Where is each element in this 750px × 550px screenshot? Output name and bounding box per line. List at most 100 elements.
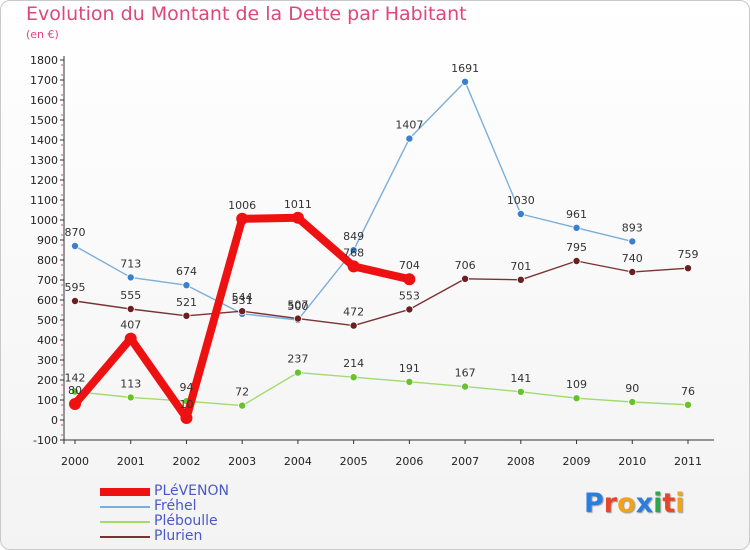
data-label: 706: [455, 259, 476, 272]
data-label: 109: [566, 378, 587, 391]
data-point: [628, 237, 637, 246]
data-label: 870: [65, 226, 86, 239]
logo-letter: i: [675, 488, 685, 519]
data-point: [628, 397, 637, 406]
data-point: [684, 264, 693, 273]
data-label: 759: [678, 248, 699, 261]
x-tick-label: 2003: [228, 455, 256, 468]
data-point: [69, 398, 81, 410]
y-tick-label: 500: [37, 314, 58, 327]
y-tick-label: 200: [37, 374, 58, 387]
data-label: 507: [287, 299, 308, 312]
legend-item: Pléboulle: [100, 513, 320, 529]
data-point: [572, 256, 581, 265]
y-tick-label: 700: [37, 274, 58, 287]
data-label: 795: [566, 241, 587, 254]
data-point: [124, 332, 137, 345]
data-label: 167: [455, 367, 476, 380]
y-tick-label: 100: [37, 394, 58, 407]
data-point: [403, 273, 416, 286]
data-point: [349, 321, 358, 330]
data-label: 113: [120, 377, 141, 390]
data-label: 72: [235, 386, 249, 399]
y-tick-label: 1800: [30, 54, 58, 67]
legend-swatch: [100, 536, 150, 538]
data-label: 595: [65, 281, 86, 294]
x-tick-label: 2000: [61, 455, 89, 468]
data-point: [572, 394, 581, 403]
x-tick-label: 2001: [117, 455, 145, 468]
data-point: [405, 377, 414, 386]
data-label: 893: [622, 221, 643, 234]
chart-legend: PLéVENON Fréhel Pléboulle Plurien: [100, 483, 320, 544]
data-point: [349, 373, 358, 382]
data-point: [180, 412, 193, 424]
data-label: 553: [399, 289, 420, 302]
data-label: 76: [681, 385, 695, 398]
logo-letter: t: [662, 488, 676, 519]
y-tick-label: 800: [37, 254, 58, 267]
legend-swatch: [100, 521, 150, 523]
chart-title: Evolution du Montant de la Dette par Hab…: [26, 3, 467, 25]
data-label: 1691: [451, 62, 479, 75]
data-point: [236, 212, 249, 225]
data-point: [126, 304, 135, 313]
data-label: 10: [179, 398, 193, 411]
y-tick-label: 300: [37, 354, 58, 367]
x-tick-label: 2007: [451, 455, 479, 468]
data-point: [572, 223, 581, 232]
data-label: 768: [343, 246, 364, 259]
x-tick-label: 2005: [340, 455, 368, 468]
y-tick-label: 600: [37, 294, 58, 307]
x-tick-label: 2009: [563, 455, 591, 468]
logo-letter: P: [584, 488, 604, 519]
data-label: 142: [65, 372, 86, 385]
series-line-series-1: [74, 81, 633, 321]
x-tick-label: 2011: [674, 455, 702, 468]
legend-label: Fréhel: [154, 498, 197, 514]
legend-label: Plurien: [154, 528, 203, 544]
data-point: [291, 211, 304, 224]
chart-subtitle: (en €): [26, 28, 59, 41]
legend-label: Pléboulle: [154, 513, 218, 529]
data-label: 472: [343, 306, 364, 319]
legend-swatch: [100, 488, 150, 496]
legend-item: Fréhel: [100, 498, 320, 514]
data-label: 1030: [507, 194, 535, 207]
data-point: [516, 209, 525, 218]
y-tick-label: 400: [37, 334, 58, 347]
data-label: 237: [287, 353, 308, 366]
data-point: [516, 387, 525, 396]
data-label: 704: [399, 259, 420, 272]
data-point: [71, 241, 80, 250]
data-point: [461, 382, 470, 391]
y-tick-label: 1200: [30, 174, 58, 187]
data-point: [461, 77, 470, 86]
data-label: 80: [68, 384, 82, 397]
data-label: 214: [343, 357, 364, 370]
data-point: [182, 311, 191, 320]
data-label: 849: [343, 230, 364, 243]
data-point: [684, 400, 693, 409]
data-label: 407: [120, 319, 141, 332]
data-label: 1006: [228, 199, 256, 212]
y-tick-label: 1500: [30, 114, 58, 127]
data-label: 1407: [395, 119, 423, 132]
y-tick-label: 1400: [30, 134, 58, 147]
y-tick-label: 1000: [30, 214, 58, 227]
proxiti-logo: Proxiti: [584, 488, 685, 519]
x-tick-label: 2006: [395, 455, 423, 468]
data-label: 544: [232, 291, 253, 304]
data-label: 141: [510, 372, 531, 385]
data-point: [349, 246, 358, 255]
y-tick-label: 900: [37, 234, 58, 247]
data-point: [405, 305, 414, 314]
y-tick-label: -100: [33, 434, 58, 447]
legend-label: PLéVENON: [154, 483, 229, 499]
data-label: 521: [176, 296, 197, 309]
x-tick-label: 2004: [284, 455, 312, 468]
data-point: [238, 307, 247, 316]
y-tick-label: 0: [51, 414, 58, 427]
data-label: 701: [510, 260, 531, 273]
